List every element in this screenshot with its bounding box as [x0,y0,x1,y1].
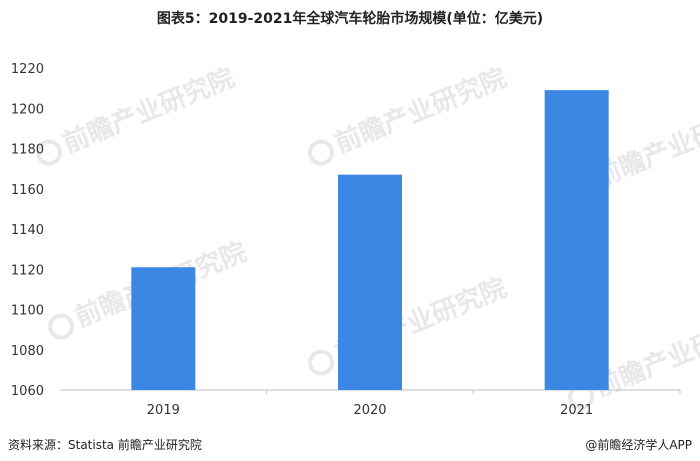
y-tick-label: 1160 [11,183,44,198]
bar [544,90,609,390]
y-tick-label: 1060 [11,384,44,399]
source-note: 资料来源：Statista 前瞻产业研究院 [8,438,202,452]
chart-title: 图表5：2019-2021年全球汽车轮胎市场规模(单位：亿美元) [156,11,544,27]
y-tick-label: 1120 [11,263,44,278]
y-tick-label: 1080 [11,344,44,359]
y-tick-label: 1200 [11,102,44,117]
brand-note: @前瞻经济学人APP [585,438,692,452]
bar [131,267,196,390]
bar [338,174,402,390]
y-tick-label: 1140 [11,223,44,238]
x-tick-label: 2020 [353,403,386,418]
y-tick-label: 1180 [11,143,44,158]
x-tick-label: 2019 [147,403,180,418]
x-tick-label: 2021 [560,403,593,418]
y-tick-label: 1220 [11,62,44,77]
y-tick-label: 1100 [11,304,44,319]
